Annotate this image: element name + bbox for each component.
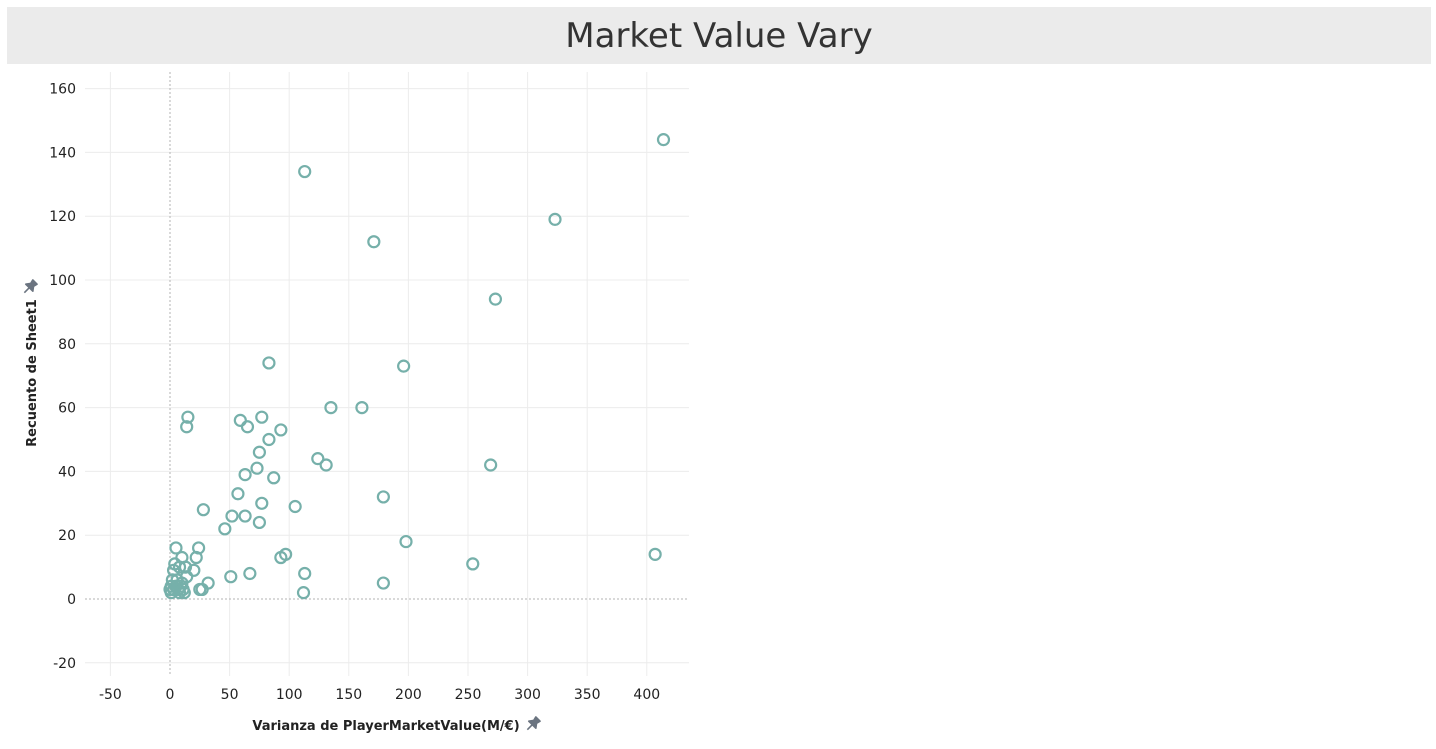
data-point xyxy=(648,547,662,561)
data-point xyxy=(274,550,288,565)
data-point xyxy=(189,550,203,565)
grid-layer xyxy=(85,72,689,676)
data-point xyxy=(262,356,276,370)
data-point xyxy=(196,503,210,517)
data-point xyxy=(262,432,276,447)
y-tick-label: 40 xyxy=(58,464,76,480)
y-axis-title: Recuento de Sheet1 xyxy=(25,299,40,447)
data-point xyxy=(397,359,411,373)
y-tick-label: 80 xyxy=(58,337,76,353)
y-axis-pin-icon[interactable] xyxy=(21,279,39,297)
y-tick-label: 100 xyxy=(49,273,76,289)
data-point xyxy=(274,423,288,437)
x-tick-label: 200 xyxy=(395,687,422,703)
data-point xyxy=(233,413,247,427)
x-axis-pin-icon[interactable] xyxy=(524,716,542,734)
data-point xyxy=(177,586,191,600)
data-point xyxy=(238,467,252,482)
data-point xyxy=(252,445,266,459)
data-point xyxy=(311,452,325,466)
y-tick-label: 20 xyxy=(58,528,76,544)
x-tick-label: 50 xyxy=(221,687,239,703)
y-tick-label: 120 xyxy=(49,209,76,225)
data-point xyxy=(656,133,671,147)
data-point xyxy=(231,487,245,501)
y-axis-ticks: -20 0 20 40 60 80 100 120 140 160 xyxy=(49,82,76,672)
data-point xyxy=(178,560,193,574)
data-point xyxy=(376,576,390,590)
data-point xyxy=(238,509,252,523)
x-tick-label: -50 xyxy=(99,687,122,703)
data-point xyxy=(224,570,238,584)
data-point xyxy=(195,582,209,597)
y-tick-label: 140 xyxy=(49,145,76,161)
data-point xyxy=(164,586,178,600)
data-points xyxy=(163,133,671,600)
data-point xyxy=(296,586,311,600)
x-tick-label: 250 xyxy=(455,687,482,703)
data-point xyxy=(267,471,281,485)
data-point xyxy=(298,164,312,179)
data-point xyxy=(218,522,232,536)
data-point xyxy=(240,420,255,434)
title-bar: Market Value Vary xyxy=(7,7,1431,64)
y-tick-label: 160 xyxy=(49,82,76,98)
data-point xyxy=(298,566,312,581)
data-point xyxy=(169,541,183,555)
data-point xyxy=(252,515,266,530)
data-point xyxy=(181,410,195,424)
data-point xyxy=(288,499,302,514)
data-point xyxy=(399,534,413,549)
x-tick-label: 0 xyxy=(166,687,175,703)
x-axis-title: Varianza de PlayerMarketValue(M/€) xyxy=(252,719,519,734)
data-point xyxy=(225,509,239,523)
data-point xyxy=(255,496,269,510)
data-point xyxy=(355,401,369,415)
y-tick-label: -20 xyxy=(53,656,76,672)
data-point xyxy=(466,557,480,571)
data-point xyxy=(243,566,257,581)
data-point xyxy=(376,490,390,504)
data-point xyxy=(484,458,498,472)
x-axis-ticks: -50 0 50 100 150 200 250 300 350 400 xyxy=(99,687,660,703)
x-tick-label: 350 xyxy=(574,687,601,703)
data-point xyxy=(172,586,187,600)
x-tick-label: 150 xyxy=(335,687,362,703)
data-point xyxy=(488,292,503,306)
data-point xyxy=(180,420,194,434)
x-tick-label: 400 xyxy=(633,687,660,703)
data-point xyxy=(250,461,264,475)
x-tick-label: 300 xyxy=(514,687,541,703)
x-tick-label: 100 xyxy=(276,687,303,703)
data-point xyxy=(324,401,338,415)
data-point xyxy=(548,212,562,226)
page-title: Market Value Vary xyxy=(565,15,873,56)
y-tick-label: 0 xyxy=(67,592,76,608)
data-point xyxy=(255,410,269,424)
data-point xyxy=(319,458,333,472)
data-point xyxy=(367,235,381,249)
y-tick-label: 60 xyxy=(58,401,76,417)
